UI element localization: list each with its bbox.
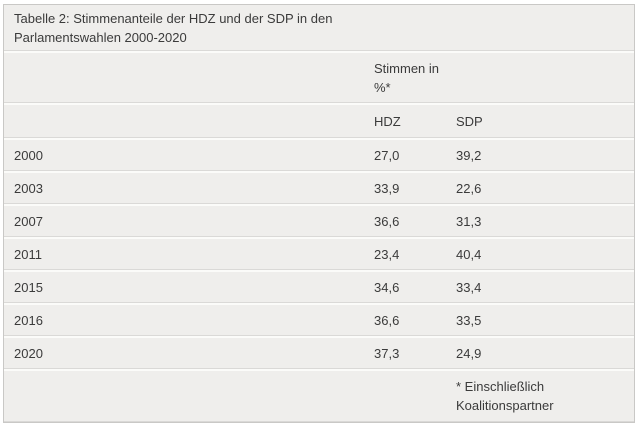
table-row: 2003 33,9 22,6 [4,173,634,204]
table-title-row: Tabelle 2: Stimmenanteile der HDZ und de… [4,5,634,51]
election-results-table: Tabelle 2: Stimmenanteile der HDZ und de… [3,4,635,423]
table-row: 2016 36,6 33,5 [4,305,634,336]
sdp-value-cell: 33,5 [456,312,482,328]
column-header-sdp: SDP [456,113,483,129]
hdz-value-cell: 27,0 [374,147,400,163]
year-cell: 2000 [14,147,43,163]
table-row: 2007 36,6 31,3 [4,206,634,237]
column-header-hdz: HDZ [374,113,401,129]
sdp-value-cell: 22,6 [456,180,482,196]
hdz-value-cell: 33,9 [374,180,400,196]
table-title: Tabelle 2: Stimmenanteile der HDZ und de… [14,10,333,45]
hdz-value-cell: 36,6 [374,312,400,328]
year-cell: 2011 [14,246,42,262]
hdz-value-cell: 34,6 [374,279,400,295]
hdz-value-cell: 36,6 [374,213,400,229]
sdp-value-cell: 39,2 [456,147,482,163]
sdp-value-cell: 40,4 [456,246,482,262]
sdp-value-cell: 31,3 [456,213,482,229]
hdz-value-cell: 23,4 [374,246,400,262]
footnote: * Einschließlich Koalitionspartner [456,379,554,413]
table-row: 2020 37,3 24,9 [4,338,634,369]
sdp-value-cell: 24,9 [456,345,482,361]
column-header-row: HDZ SDP [4,105,634,138]
year-cell: 2007 [14,213,43,229]
group-header: Stimmen in %* [374,60,440,95]
year-cell: 2020 [14,345,43,361]
group-header-row: Stimmen in %* [4,53,634,103]
footnote-row: * Einschließlich Koalitionspartner [4,371,634,422]
table-row: 2000 27,0 39,2 [4,140,634,171]
hdz-value-cell: 37,3 [374,345,400,361]
year-cell: 2003 [14,180,43,196]
table-row: 2015 34,6 33,4 [4,272,634,303]
table-row: 2011 23,4 40,4 [4,239,634,270]
year-cell: 2016 [14,312,43,328]
year-cell: 2015 [14,279,43,295]
sdp-value-cell: 33,4 [456,279,482,295]
